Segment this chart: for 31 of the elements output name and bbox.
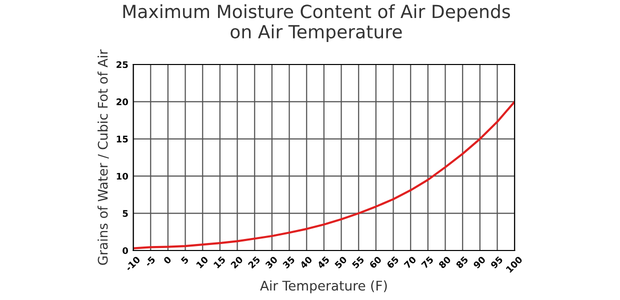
y-tick-label: 10 <box>116 172 128 180</box>
x-tick-label: -5 <box>144 256 156 268</box>
x-tick-label: 15 <box>213 256 226 268</box>
x-tick-label: 90 <box>472 256 486 269</box>
x-tick-label: 45 <box>316 256 330 269</box>
y-tick-label: 5 <box>122 210 128 217</box>
y-tick-label: 25 <box>116 61 128 68</box>
x-tick-label: 20 <box>230 256 244 269</box>
x-tick-label: -10 <box>124 256 141 272</box>
x-tick-label: 50 <box>334 256 348 269</box>
x-tick-label: 80 <box>438 256 452 269</box>
x-tick-label: 35 <box>282 256 296 269</box>
y-tick-label: 20 <box>116 98 128 106</box>
x-tick-label: 25 <box>248 256 260 269</box>
x-tick-label: 55 <box>352 256 364 269</box>
x-tick-label: 75 <box>421 256 434 269</box>
x-tick-label: 5 <box>180 256 189 264</box>
x-tick-label: 85 <box>456 256 468 269</box>
x-tick-label: 0 <box>163 256 172 264</box>
x-tick-label: 70 <box>404 256 417 269</box>
x-tick-label: 30 <box>264 256 278 269</box>
y-axis-title: Grains of Water / Cubic Fot of Air <box>98 49 109 265</box>
x-axis-title: Air Temperature (F) <box>260 280 387 294</box>
x-tick-label: 10 <box>196 256 209 268</box>
x-tick-label: 40 <box>299 256 313 269</box>
x-tick-label: 95 <box>490 256 504 269</box>
x-tick-label: 65 <box>386 256 400 269</box>
x-tick-label: 60 <box>368 256 382 269</box>
y-tick-label: 0 <box>122 247 128 254</box>
y-tick-label: 15 <box>116 136 128 142</box>
chart-title: Maximum Moisture Content of Air Depends on Air Temperature <box>123 4 510 42</box>
